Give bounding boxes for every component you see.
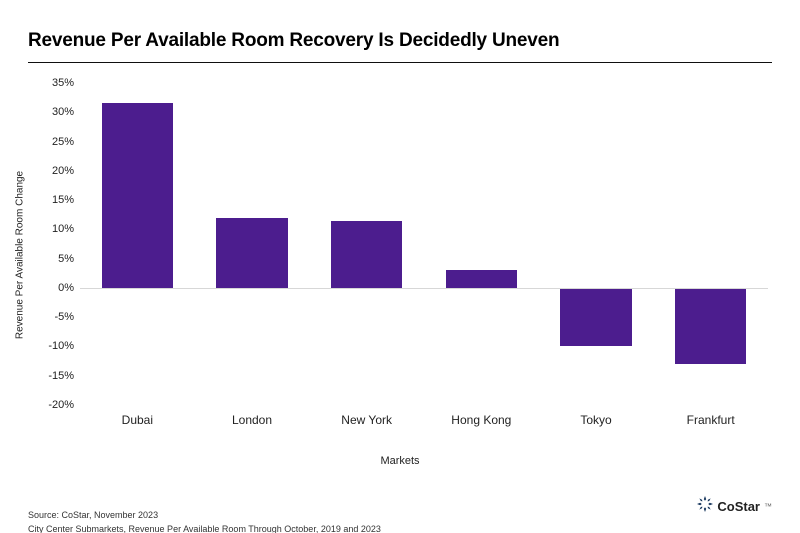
brand-name: CoStar [717, 499, 760, 514]
y-tick: -10% [48, 340, 74, 352]
x-tick: Dubai [122, 413, 153, 427]
y-tick: -15% [48, 370, 74, 382]
chart: Revenue Per Available Room Change -20%-1… [28, 75, 772, 435]
footnotes: Source: CoStar, November 2023 City Cente… [28, 509, 772, 533]
bars-layer [80, 83, 768, 405]
x-tick: Tokyo [580, 413, 611, 427]
bar [216, 218, 287, 288]
y-tick: 20% [52, 165, 74, 177]
y-tick: -20% [48, 399, 74, 411]
brand-tm: ™ [764, 502, 772, 511]
y-axis-label: Revenue Per Available Room Change [15, 171, 26, 339]
title-rule [28, 62, 772, 63]
zero-line [80, 288, 768, 289]
y-tick: 35% [52, 77, 74, 89]
y-tick: -5% [54, 311, 74, 323]
y-tick: 0% [58, 282, 74, 294]
x-tick: New York [341, 413, 392, 427]
plot-area: -20%-15%-10%-5%0%5%10%15%20%25%30%35%Dub… [80, 83, 768, 405]
bar [102, 103, 173, 287]
x-axis-label: Markets [380, 455, 419, 467]
bar [331, 221, 402, 288]
y-tick: 5% [58, 253, 74, 265]
y-tick: 15% [52, 194, 74, 206]
y-tick: 25% [52, 136, 74, 148]
bar [446, 270, 517, 288]
bar [675, 288, 746, 364]
bar [560, 288, 631, 347]
y-tick: 30% [52, 106, 74, 118]
y-tick: 10% [52, 223, 74, 235]
costar-icon [697, 496, 713, 517]
footnote-source: Source: CoStar, November 2023 [28, 509, 772, 523]
chart-title: Revenue Per Available Room Recovery Is D… [28, 30, 772, 52]
footnote-detail: City Center Submarkets, Revenue Per Avai… [28, 523, 772, 533]
x-tick: Hong Kong [451, 413, 511, 427]
brand-logo: CoStar ™ [697, 496, 772, 517]
x-tick: Frankfurt [687, 413, 735, 427]
x-tick: London [232, 413, 272, 427]
